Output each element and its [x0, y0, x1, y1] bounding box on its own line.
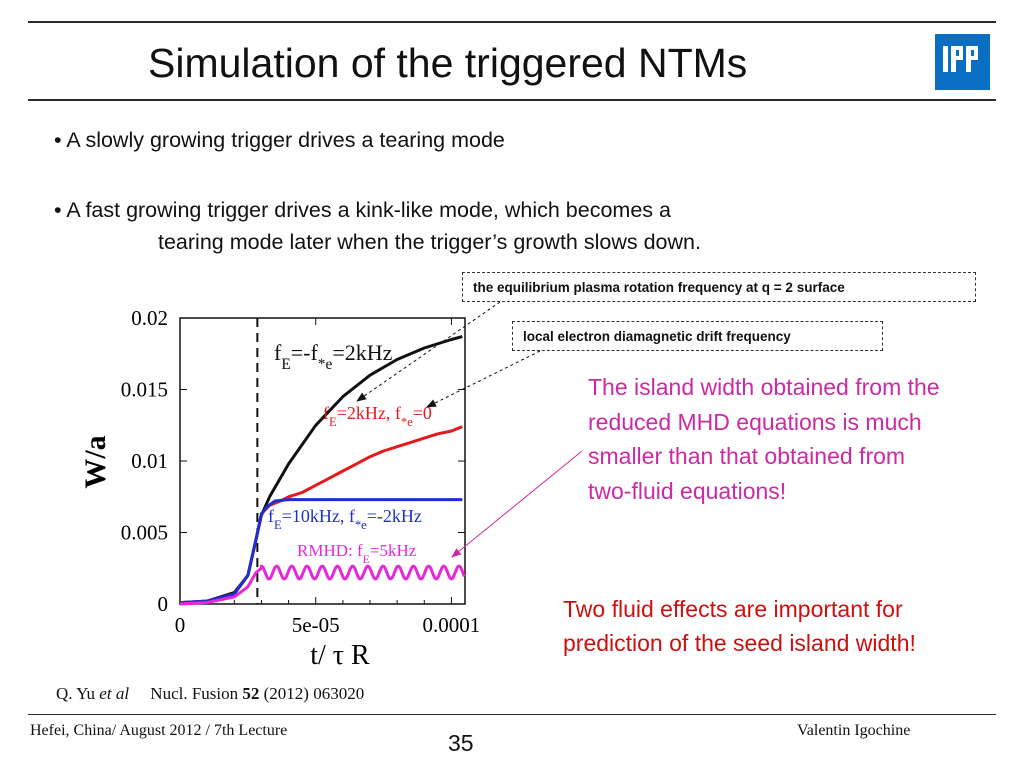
series-line-1 — [179, 425, 463, 605]
series-label-1: fE=2kHz, f*e=0 — [323, 403, 432, 429]
bullet-2-continuation: tearing mode later when the trigger’s gr… — [158, 230, 701, 254]
reference: Q. Yu et al Nucl. Fusion 52 (2012) 06302… — [56, 684, 364, 704]
title-rule — [28, 99, 996, 101]
x-tick-label: 0 — [175, 613, 186, 637]
x-tick-label: 5e-05 — [292, 613, 340, 637]
ref-authors: Q. Yu — [56, 684, 96, 703]
connector-rotation — [356, 301, 501, 402]
y-tick-label: 0.005 — [121, 521, 168, 545]
connector-rmhd — [451, 450, 583, 558]
callout-rotation-text: the equilibrium plasma rotation frequenc… — [473, 279, 845, 295]
series-label-0: fE=-f*e=2kHz — [274, 340, 393, 373]
callout-rotation-frequency: the equilibrium plasma rotation frequenc… — [462, 272, 976, 302]
y-tick-label: 0 — [158, 592, 169, 616]
ipp-logo — [935, 34, 990, 90]
y-axis-label: W/a — [79, 435, 112, 488]
footer-rule — [28, 714, 996, 715]
y-tick-label: 0.01 — [131, 449, 168, 473]
plot-frame — [179, 317, 466, 605]
x-axis-label: t/ τ R — [310, 640, 370, 671]
slide-title: Simulation of the triggered NTMs — [148, 40, 748, 86]
ref-etal: et al — [99, 684, 130, 703]
ref-journal: Nucl. Fusion — [150, 684, 239, 703]
note-two-fluid: Two fluid effects are important for pred… — [563, 596, 916, 656]
ref-volume: 52 — [242, 684, 260, 703]
series-label-3: RMHD: fE=5kHz — [297, 541, 417, 566]
callout-diamagnetic-text: local electron diamagnetic drift frequen… — [523, 328, 791, 344]
ref-rest: (2012) 063020 — [263, 684, 365, 703]
series-label-2: fE=10kHz, f*e=-2kHz — [268, 506, 422, 532]
footer-left: Hefei, China/ August 2012 / 7th Lecture — [30, 722, 288, 739]
top-rule — [28, 21, 996, 23]
bullet-2: • A fast growing trigger drives a kink-l… — [54, 198, 671, 222]
series-line-2 — [179, 498, 463, 605]
bullet-1: • A slowly growing trigger drives a tear… — [54, 128, 505, 152]
series-line-3 — [179, 564, 466, 606]
series-line-0 — [179, 335, 463, 605]
footer-right: Valentin Igochine — [797, 722, 911, 739]
y-tick-label: 0.02 — [131, 306, 168, 330]
connector-diamagnetic — [426, 350, 541, 408]
y-tick-label: 0.015 — [121, 378, 168, 402]
x-tick-label: 0.0001 — [423, 613, 481, 637]
note-island-width: The island width obtained from the reduc… — [588, 374, 940, 504]
callout-diamagnetic-frequency: local electron diamagnetic drift frequen… — [512, 321, 883, 351]
page-number: 35 — [448, 730, 474, 756]
